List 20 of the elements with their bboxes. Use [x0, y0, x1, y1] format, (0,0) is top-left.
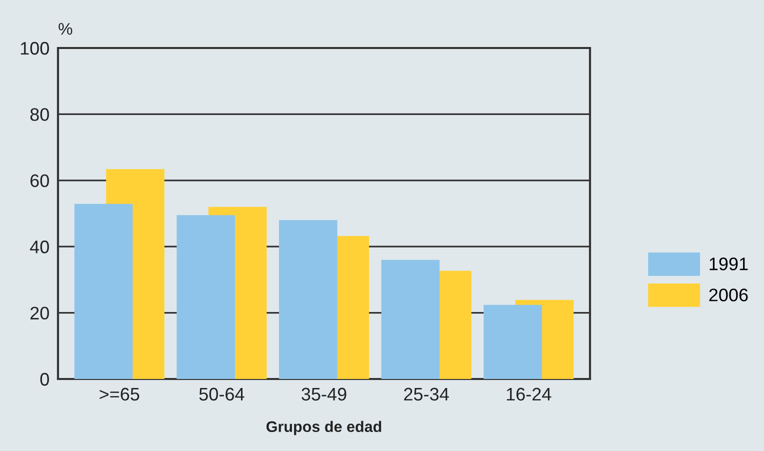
- y-tick-label: 80: [30, 108, 49, 121]
- x-tick-label: >=65: [100, 388, 140, 401]
- bar: [484, 304, 542, 379]
- x-tick-label: 16-24: [506, 388, 552, 401]
- x-axis-title: Grupos de edad: [266, 420, 382, 436]
- bar: [74, 204, 133, 379]
- legend-label: 2006: [709, 288, 748, 302]
- x-tick-label: 35-49: [302, 388, 346, 401]
- y-tick-label: 100: [20, 42, 49, 55]
- bar: [176, 215, 235, 379]
- y-tick-label: 0: [40, 372, 49, 386]
- bar: [278, 220, 338, 379]
- legend-label: 1991: [710, 258, 748, 270]
- y-tick-label: 60: [30, 174, 49, 188]
- y-axis-title: %: [58, 23, 72, 35]
- x-tick-label: 25-34: [404, 388, 449, 401]
- x-tick-label: 50-64: [199, 388, 244, 401]
- bar: [381, 260, 440, 379]
- y-tick-label: 20: [30, 306, 49, 320]
- y-tick-label: 40: [30, 240, 49, 254]
